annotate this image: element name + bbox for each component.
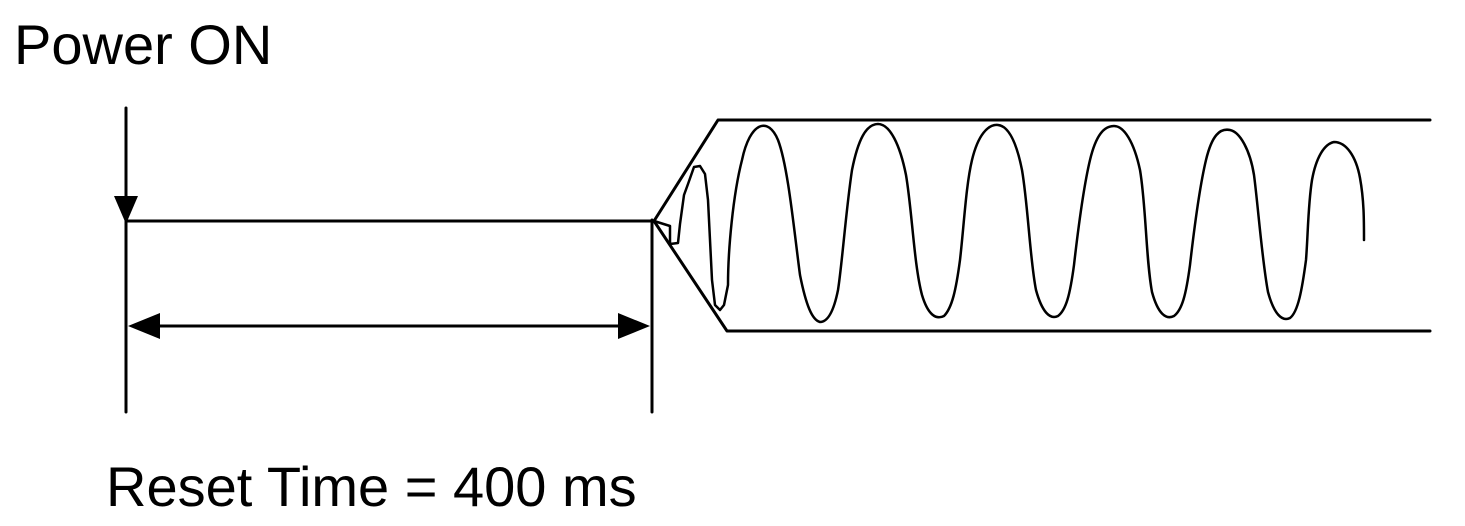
dimension-arrow-left <box>128 313 160 339</box>
reset-time-label: Reset Time = 400 ms <box>106 455 637 518</box>
power-on-label: Power ON <box>14 13 272 76</box>
oscillator-waveform <box>652 122 1366 324</box>
envelope-top <box>652 118 1432 223</box>
envelope-bottom <box>652 219 1432 333</box>
dimension-arrow-right <box>618 313 650 339</box>
power-on-arrowhead <box>114 196 138 224</box>
